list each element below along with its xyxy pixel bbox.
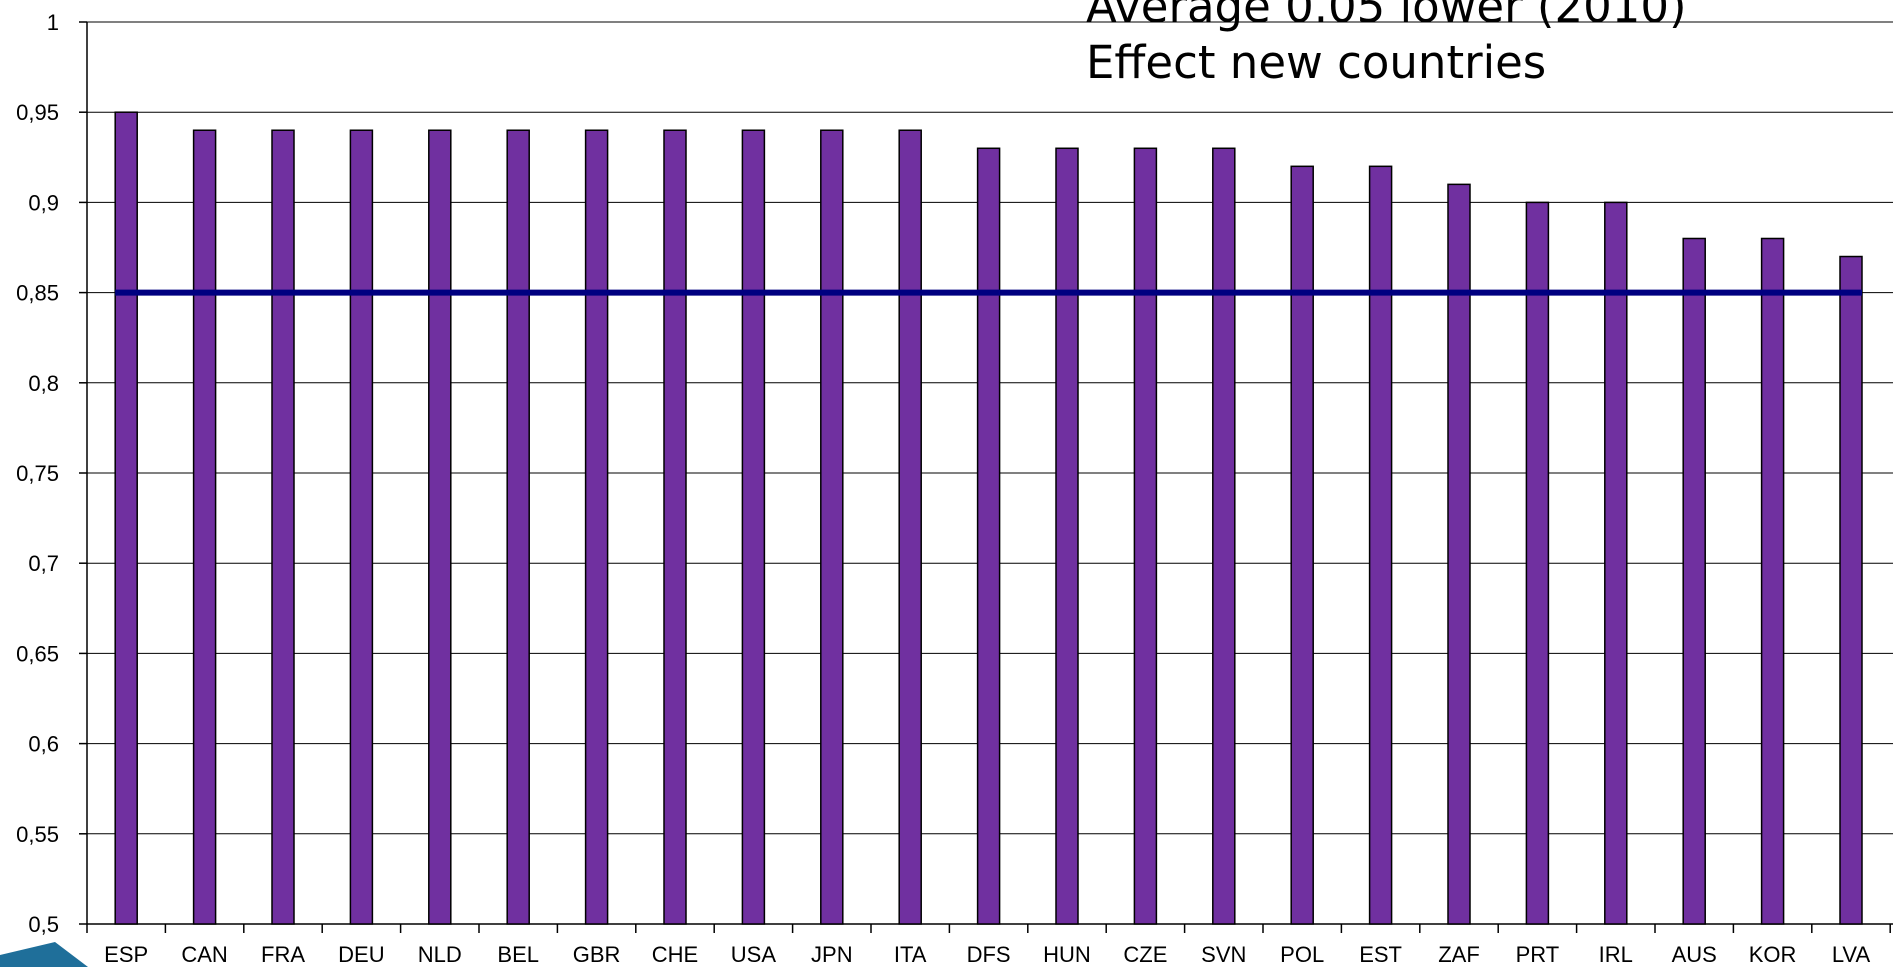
bar-jpn [820,129,844,925]
bar-cze [1133,147,1158,925]
y-tick-label: 0,8 [28,371,59,396]
bars [114,111,1863,925]
x-tick-label-ita: ITA [894,942,927,967]
x-tick-label-irl: IRL [1599,942,1633,967]
x-tick-label-fra: FRA [261,942,305,967]
x-tick-label-hun: HUN [1043,942,1091,967]
bar-fra [271,129,295,925]
x-tick-label-jpn: JPN [811,942,853,967]
y-tick-label: 0,6 [28,732,59,757]
y-tick-label: 0,55 [16,822,59,847]
x-tick-label-can: CAN [181,942,227,967]
x-tick-label-nld: NLD [418,942,462,967]
annotations: Average 0.05 lower (2010) Effect new cou… [1086,0,1687,89]
slide-corner-accent [0,942,88,967]
bar-usa [741,129,766,925]
y-tick-label: 0,65 [16,641,59,666]
bar-ita [898,129,922,925]
bar-kor [1760,237,1785,925]
bar-dfs [976,147,1001,925]
bar-can [192,129,217,925]
y-tick-labels: 0,5 0,55 0,6 0,65 0,7 0,75 0,8 0,85 0,9 0,95 1 [16,10,87,937]
x-tick-label-lva: LVA [1832,942,1871,967]
x-tick-label-svn: SVN [1201,942,1246,967]
x-tick-label-cze: CZE [1123,942,1167,967]
y-tick-label: 0,95 [16,100,59,125]
y-tick-label: 0,85 [16,281,59,306]
x-tick-label-che: CHE [652,942,698,967]
x-tick-label-prt: PRT [1516,942,1560,967]
bar-irl [1604,201,1628,925]
x-tick-label-zaf: ZAF [1438,942,1480,967]
x-tick-label-usa: USA [731,942,777,967]
x-tick-label-esp: ESP [104,942,148,967]
y-tick-label: 0,9 [28,190,59,215]
y-tick-label: 1 [47,10,59,35]
annotation-line-1: Average 0.05 lower (2010) [1086,0,1687,33]
bar-che [663,129,687,925]
bar-zaf [1447,183,1471,925]
y-tick-label: 0,7 [28,551,59,576]
bar-hun [1055,147,1079,925]
bar-svn [1212,147,1236,925]
x-tick-label-aus: AUS [1672,942,1717,967]
bar-esp [114,111,138,925]
x-tick-label-kor: KOR [1749,942,1797,967]
bar-est [1368,165,1393,925]
x-tick-label-dfs: DFS [967,942,1011,967]
x-tick-label-est: EST [1359,942,1402,967]
bar-aus [1682,237,1706,925]
x-tick-labels: ESP CAN FRA DEU NLD BEL GBR CHE USA JPN ITA DFS HUN C… [86,924,1891,967]
y-tick-label: 0,75 [16,461,59,486]
bar-gbr [584,129,609,925]
y-tick-label: 0,5 [28,912,59,937]
bar-deu [349,129,374,925]
bar-lva [1839,255,1863,925]
annotation-line-2: Effect new countries [1086,36,1546,89]
x-tick-label-gbr: GBR [573,942,621,967]
x-tick-label-deu: DEU [338,942,384,967]
bar-bel [506,129,530,925]
bar-pol [1290,165,1314,925]
bar-nld [428,129,452,925]
x-tick-label-pol: POL [1280,942,1324,967]
bar-prt [1525,201,1550,925]
x-tick-label-bel: BEL [497,942,539,967]
